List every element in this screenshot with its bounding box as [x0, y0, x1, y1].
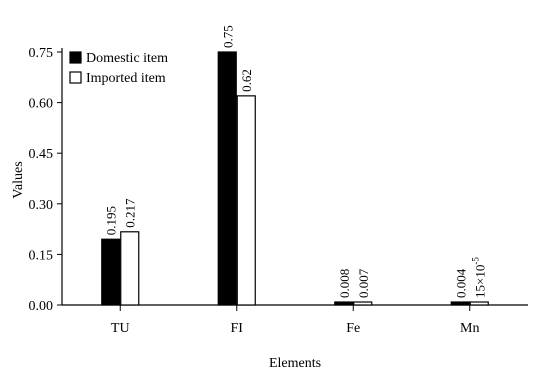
bar-domestic-item: [101, 238, 121, 306]
data-label-exponent: -5: [470, 257, 480, 265]
bar-domestic-item: [334, 301, 354, 306]
data-label-value: 0.007: [356, 268, 371, 298]
bar-imported-item: [469, 301, 489, 306]
data-label-value: 0.004: [453, 268, 468, 298]
x-tick-label: FI: [231, 321, 244, 336]
data-label: 0.195: [104, 206, 119, 235]
y-axis: 0.00 0.15 0.30 0.45 0.60 0.75: [29, 46, 63, 314]
x-axis-title: Elements: [269, 356, 321, 371]
data-label-value: 0.62: [239, 69, 254, 92]
y-tick-label: 0.30: [29, 198, 54, 213]
y-tick-label: 0.75: [29, 46, 54, 61]
data-label: 0.004: [453, 268, 468, 298]
bar-imported-item: [120, 231, 140, 306]
x-tick-label: Fe: [346, 321, 360, 336]
x-axis: TU FI Fe Mn: [62, 304, 528, 336]
data-label: 0.007: [356, 268, 371, 298]
data-label: 0.217: [123, 198, 138, 228]
data-label-value: 0.195: [104, 206, 119, 235]
bar-domestic-item: [217, 51, 237, 306]
bars-group: [101, 51, 489, 306]
bar-imported-item: [353, 301, 373, 306]
legend-label: Imported item: [86, 71, 166, 86]
legend-label: Domestic item: [86, 51, 168, 66]
x-tick-label: TU: [111, 321, 130, 336]
y-tick-label: 0.15: [29, 248, 54, 263]
legend-swatch: [69, 51, 82, 64]
y-tick-label: 0.45: [29, 147, 54, 162]
y-tick-label: 0.00: [29, 299, 54, 314]
data-label: 0.008: [337, 269, 352, 298]
data-label: 15×10-5: [470, 257, 487, 298]
legend-swatch: [69, 71, 82, 84]
y-axis-title: Values: [11, 161, 26, 198]
data-label-value: 0.75: [220, 25, 235, 48]
data-label-value: 0.008: [337, 269, 352, 298]
data-label: 0.75: [220, 25, 235, 48]
y-tick-label: 0.60: [29, 97, 54, 112]
x-tick-label: Mn: [460, 321, 479, 336]
data-labels-group: 0.195 0.75 0.008 0.004 0.217 0.62 0.007 15×10-5: [104, 25, 488, 298]
bar-imported-item: [236, 95, 256, 306]
bar-domestic-item: [450, 301, 470, 306]
data-label: 0.62: [239, 69, 254, 92]
legend: Domestic item Imported item: [69, 51, 168, 86]
data-label-value: 0.217: [123, 198, 138, 228]
data-label-value: 15×10: [472, 265, 487, 298]
